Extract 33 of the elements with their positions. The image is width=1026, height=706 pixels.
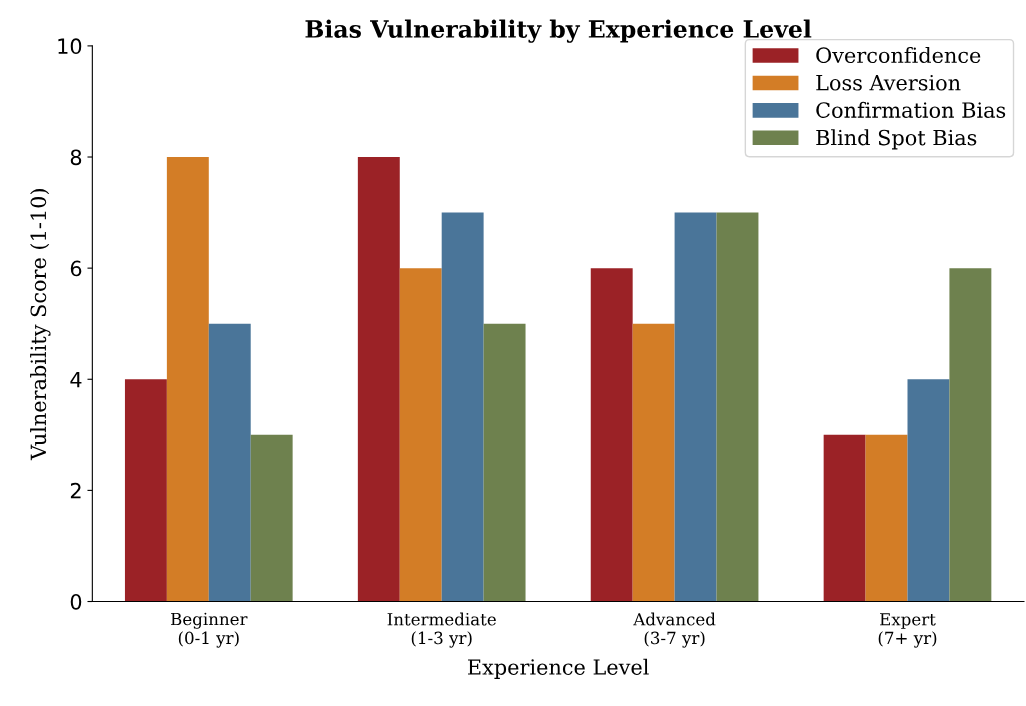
legend-label: Loss Aversion [816,74,961,91]
y-tick-label: 10 [58,38,82,55]
legend-label: Confirmation Bias [816,101,1006,118]
bar [208,323,251,602]
bar [483,323,526,602]
bar [250,434,293,602]
bar [590,268,633,602]
bar [674,212,717,602]
bar [357,157,400,602]
y-tick-label: 6 [70,260,82,277]
bar [823,434,866,602]
y-tick-label: 4 [70,371,82,388]
bar [865,434,908,602]
y-tick-label: 8 [70,149,82,166]
y-tick-label: 0 [70,593,82,610]
bar [949,268,992,602]
x-axis-title: Experience Level [468,658,649,679]
y-axis-title: Vulnerability Score (1-10) [30,189,51,461]
legend-label: Overconfidence [816,46,981,64]
x-tick-label: Advanced (3-7 yr) [633,612,716,648]
bar [632,323,675,602]
bar [124,379,167,602]
x-tick-label: Intermediate (1-3 yr) [387,612,496,648]
y-tick-label: 2 [70,482,81,499]
bar [399,268,442,602]
x-tick-label: Beginner (0-1 yr) [171,612,248,648]
bar [441,212,484,602]
bar [716,212,759,602]
chart-title: Bias Vulnerability by Experience Level [305,19,812,43]
bar [166,157,209,602]
legend-label: Blind Spot Bias [816,129,977,150]
x-tick-label: Expert (7+ yr) [878,613,937,648]
bar [907,379,950,602]
